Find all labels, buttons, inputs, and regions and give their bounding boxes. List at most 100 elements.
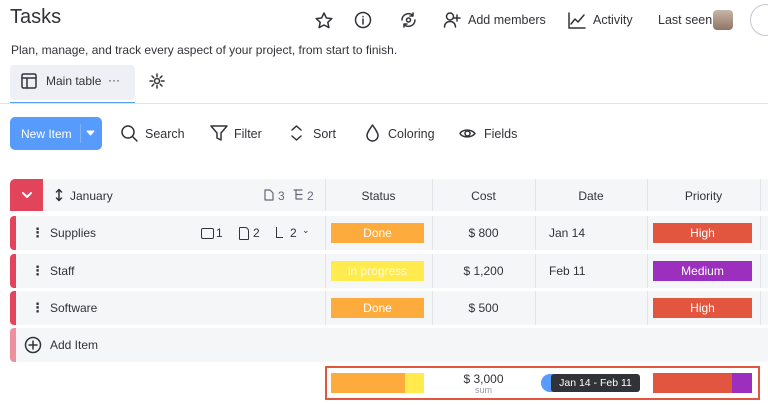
row-menu: ⋮	[31, 263, 44, 278]
info-icon[interactable]	[354, 11, 373, 30]
cell	[760, 216, 768, 250]
status-label: Done	[363, 301, 392, 315]
updates-icon	[201, 228, 214, 239]
tab-label: Main table	[46, 74, 102, 88]
priority-pill[interactable]	[653, 298, 752, 318]
status-label: Done	[363, 226, 392, 240]
group-collapse[interactable]	[10, 179, 43, 211]
cell	[760, 291, 768, 325]
cell[interactable]	[432, 291, 536, 325]
column-header[interactable]: Date	[578, 189, 604, 203]
cost-sum-note: sum	[474, 385, 492, 395]
filter-icon[interactable]	[210, 125, 228, 143]
star-icon[interactable]	[315, 12, 333, 30]
priority-summary-bar	[732, 373, 752, 393]
button-separator	[80, 124, 81, 143]
subitems-icon	[293, 189, 303, 200]
cell	[760, 254, 768, 288]
cell[interactable]	[535, 291, 648, 325]
add-item-row[interactable]	[16, 328, 768, 362]
summary-highlight	[325, 366, 760, 400]
activity-button[interactable]: Activity	[593, 13, 633, 27]
priority-pill[interactable]	[653, 261, 752, 281]
group-name[interactable]: January	[70, 189, 113, 203]
date-value: Feb 11	[549, 264, 586, 278]
date-value: Jan 14	[549, 226, 586, 240]
fields-icon[interactable]	[459, 127, 477, 141]
item-name[interactable]: Staff	[50, 264, 75, 278]
divider	[0, 103, 768, 104]
status-summary-bar	[331, 373, 405, 393]
status-summary-bar	[405, 373, 424, 393]
sort-button[interactable]: Sort	[313, 127, 336, 141]
priority-pill[interactable]	[653, 223, 752, 243]
column-header[interactable]: Status	[361, 189, 396, 203]
subitems-count[interactable]: 2	[290, 226, 297, 240]
settings-icon[interactable]	[149, 73, 167, 91]
row-menu: ⋮	[31, 300, 44, 315]
row-menu: ⋮	[31, 225, 44, 240]
board-title: Tasks	[10, 6, 62, 28]
column-divider	[325, 179, 326, 211]
row-stripe	[10, 254, 16, 288]
row-name-cell[interactable]	[16, 216, 325, 250]
activity-icon[interactable]	[568, 12, 586, 30]
row-name-cell[interactable]	[16, 291, 325, 325]
search-icon[interactable]	[121, 125, 139, 143]
cost-value: $ 800	[468, 226, 499, 240]
date-range-label: Jan 14 - Feb 11	[559, 377, 632, 389]
subitems-icon	[276, 227, 283, 238]
row-stripe	[10, 216, 16, 250]
cell[interactable]	[535, 216, 648, 250]
board-description: Plan, manage, and track every aspect of …	[11, 43, 398, 57]
avatar[interactable]	[713, 10, 733, 30]
table-icon	[21, 73, 37, 89]
cost-value: $ 500	[468, 301, 499, 315]
column-header[interactable]: Cost	[471, 189, 496, 203]
cost-value: $ 1,200	[463, 264, 504, 278]
add-members-icon[interactable]	[443, 12, 462, 30]
add-item-label: Add Item	[50, 338, 99, 352]
files-icon	[239, 227, 249, 240]
column-divider	[535, 179, 536, 211]
dropdown-arrow[interactable]	[86, 130, 95, 137]
item-name[interactable]: Software	[50, 301, 98, 315]
column-divider	[432, 179, 433, 211]
search-button[interactable]: Search	[145, 127, 185, 141]
coloring-icon[interactable]	[366, 124, 380, 142]
add-members-button[interactable]: Add members	[468, 13, 546, 27]
fields-button[interactable]: Fields	[484, 127, 518, 141]
tab-menu[interactable]: ···	[108, 73, 120, 87]
add-icon	[24, 336, 42, 354]
coloring-button[interactable]: Coloring	[388, 127, 435, 141]
cell[interactable]	[432, 216, 536, 250]
cell[interactable]	[432, 254, 536, 288]
sort-icon[interactable]	[291, 125, 303, 143]
drag-arrows	[55, 188, 63, 202]
cell[interactable]	[535, 254, 648, 288]
group-files-count: 3	[278, 189, 285, 203]
subitems-chevron: ⌄	[302, 225, 310, 235]
status-pill[interactable]	[331, 223, 424, 243]
group-subitems-count: 2	[307, 189, 314, 203]
updates-count: 1	[216, 226, 223, 240]
date-range-pill	[551, 374, 640, 392]
integrate-icon[interactable]	[400, 12, 418, 30]
status-label: in progress	[347, 264, 408, 278]
priority-label: High	[690, 226, 715, 240]
status-pill[interactable]	[331, 261, 424, 281]
filter-button[interactable]: Filter	[234, 127, 262, 141]
new-item-label: New Item	[21, 127, 72, 141]
item-name[interactable]: Supplies	[50, 226, 97, 240]
new-item-button[interactable]	[10, 117, 102, 150]
priority-label: High	[690, 301, 715, 315]
status-pill[interactable]	[331, 298, 424, 318]
group-header	[10, 179, 768, 211]
main-table-tab[interactable]	[10, 65, 135, 100]
cost-sum: $ 3,000	[463, 372, 504, 386]
menu-button[interactable]	[750, 4, 768, 36]
column-header[interactable]: Priority	[684, 189, 723, 203]
row-name-cell[interactable]	[16, 254, 325, 288]
file-icon	[264, 189, 274, 201]
